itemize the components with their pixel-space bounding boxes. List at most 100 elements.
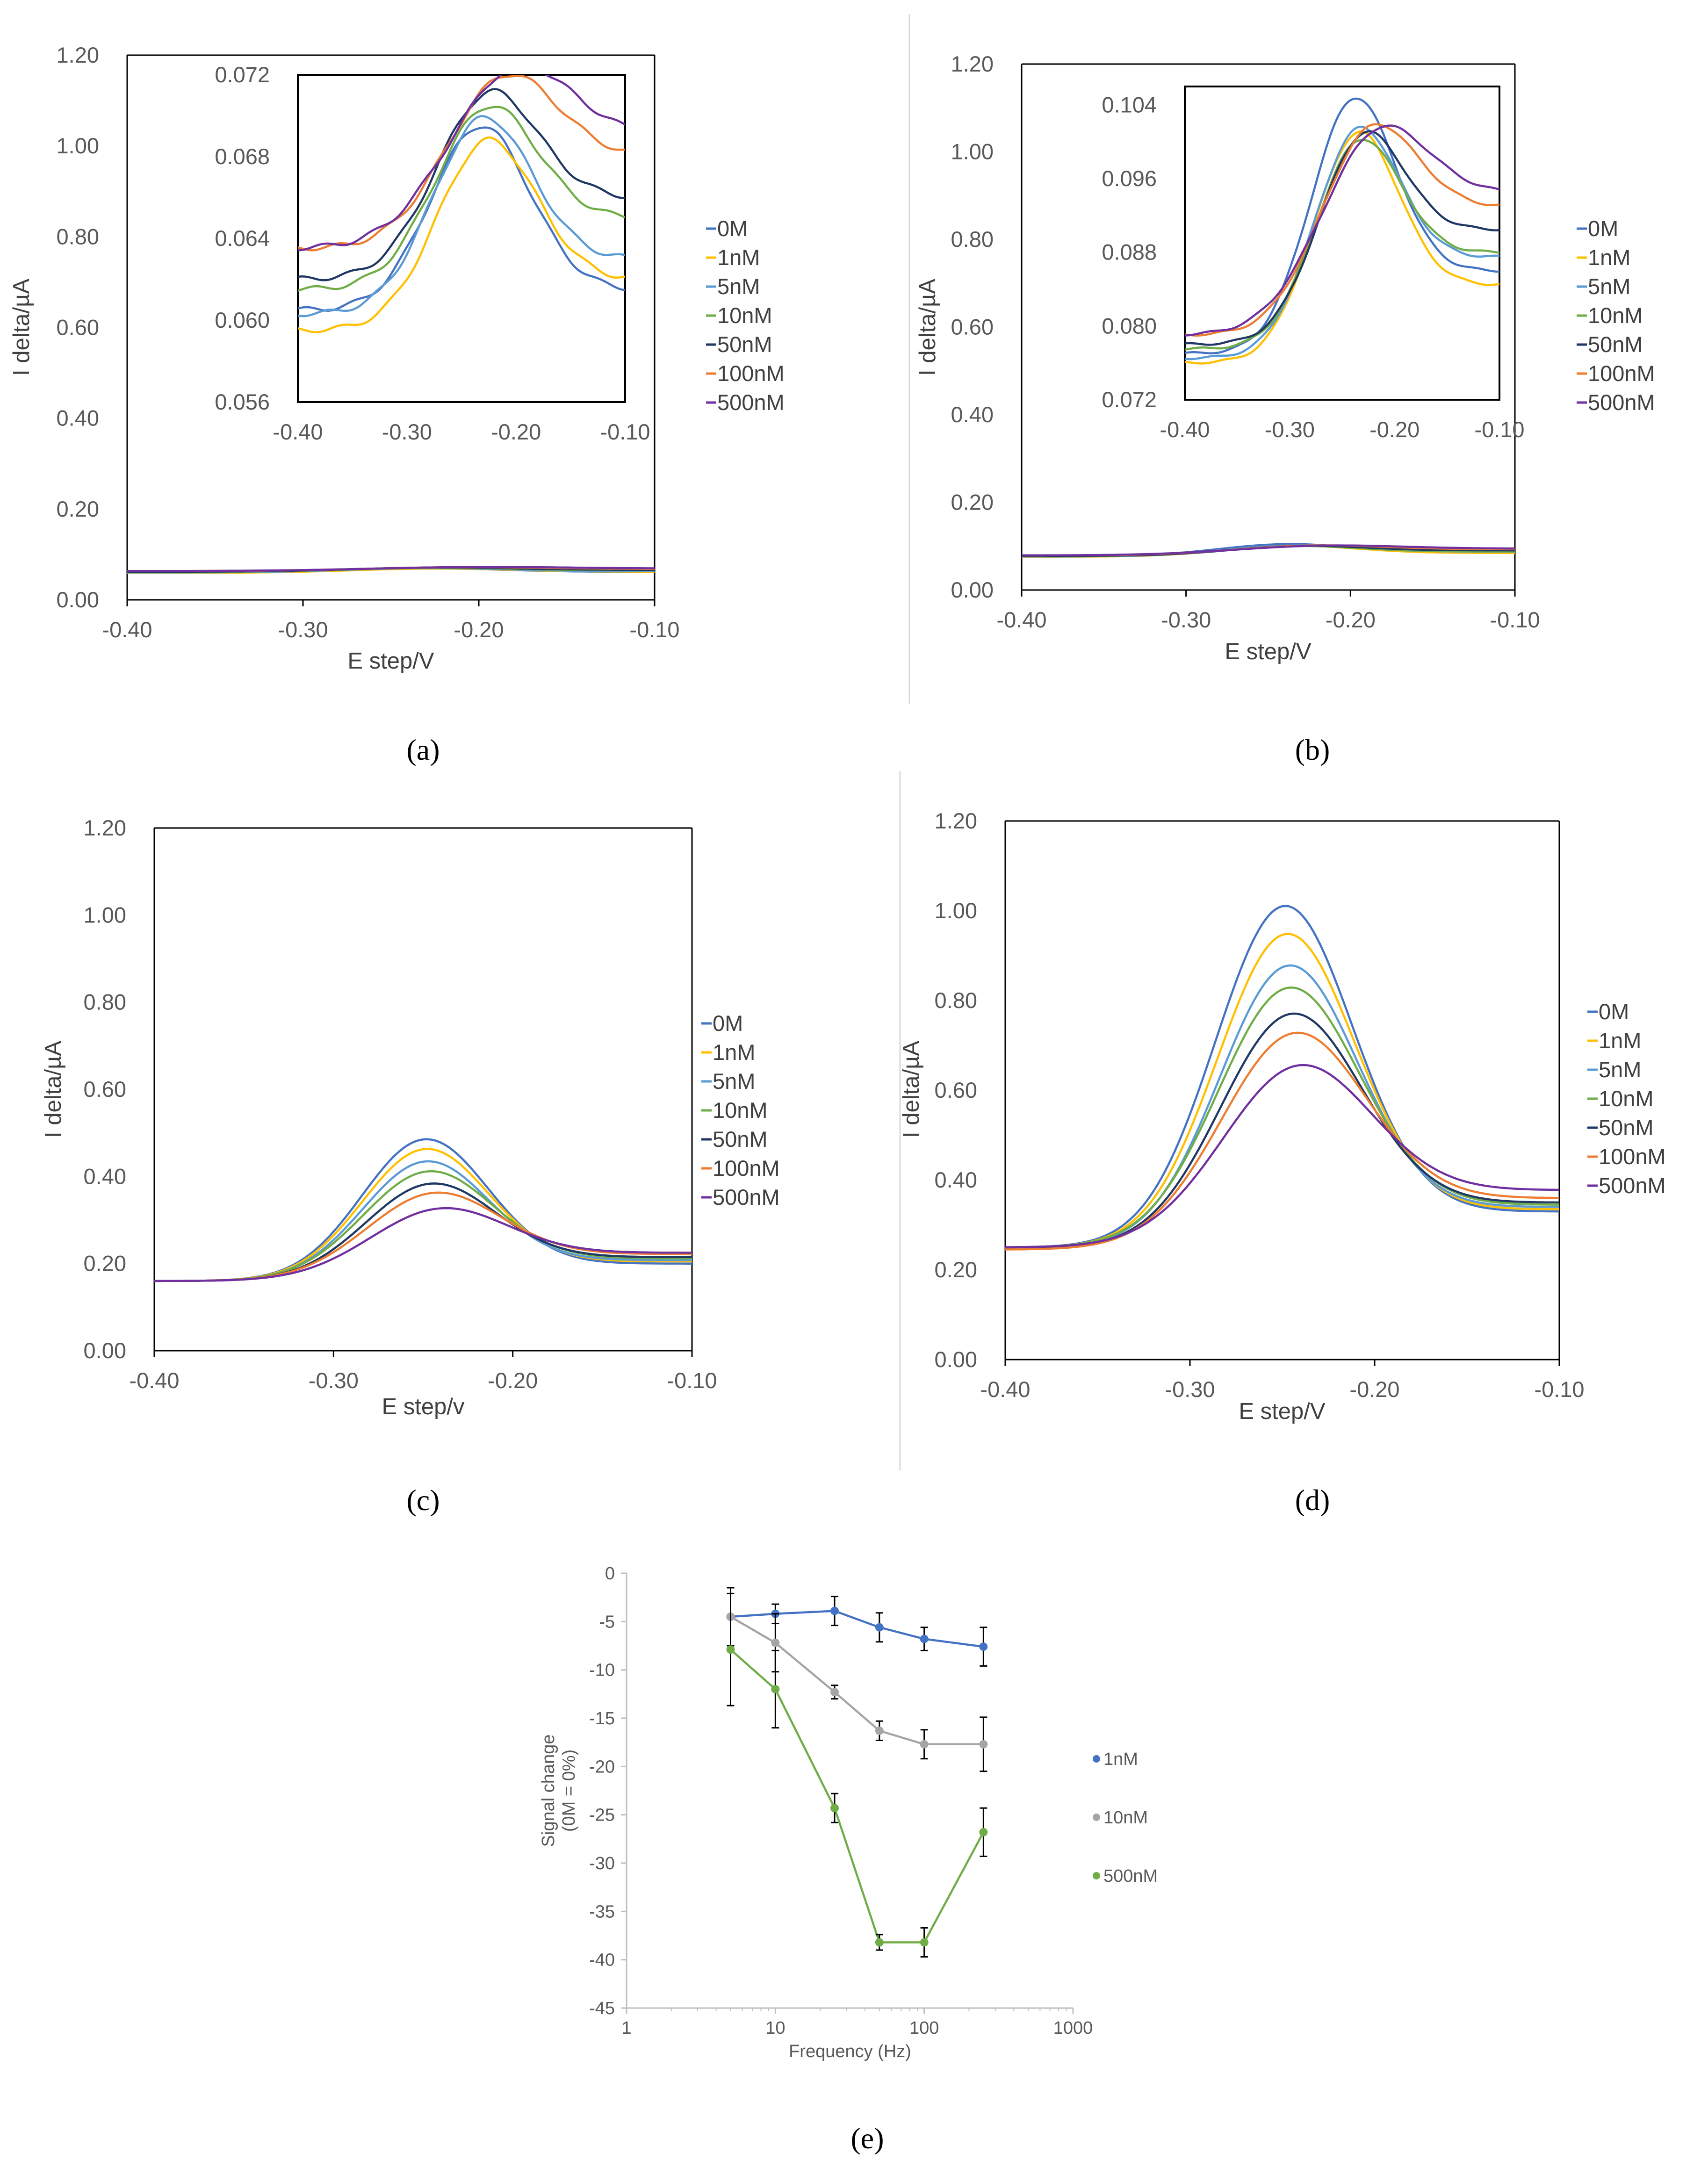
x-tick-label: -0.10 (667, 1368, 717, 1393)
legend-marker-10nM (1093, 1814, 1100, 1821)
y-tick-label: 1.00 (935, 898, 977, 923)
y-tick-label: -20 (589, 1757, 615, 1777)
legend-marker-500nM (1093, 1872, 1100, 1879)
legend: 1nM 10nM 500nM (1093, 1749, 1158, 1886)
y-tick-label: 0.00 (57, 587, 99, 612)
panel-label-a: (a) (406, 733, 440, 766)
x-tick-label: -0.40 (980, 1377, 1030, 1402)
inset-x-tick-label: -0.20 (1369, 417, 1420, 442)
y-tick-label: 1.20 (935, 808, 977, 833)
legend-item-10nM: 10nM (1599, 1086, 1654, 1111)
legend-item-0M: 0M (717, 216, 748, 241)
y-axis-title: I delta/µA (899, 1041, 924, 1138)
legend: 0M 1nM 5nM 10nM 50nM 100nM 500nM (1587, 999, 1666, 1198)
inset-frame (1184, 86, 1500, 401)
data-point (771, 1638, 780, 1647)
inset-x-tick-label: -0.40 (1160, 417, 1210, 442)
data-point (875, 1623, 884, 1632)
inset-series-line-50nM (298, 88, 625, 281)
data-point (830, 1688, 839, 1697)
x-tick-label: -0.30 (1165, 1377, 1215, 1402)
y-tick-label: -5 (599, 1612, 615, 1632)
series-line-10nM (730, 1616, 984, 1746)
inset-y-tick-label: 0.072 (215, 62, 270, 87)
x-tick-label: -0.40 (102, 617, 152, 642)
inset-series-line-5nM (298, 115, 625, 317)
x-axis-title: Frequency (Hz) (789, 2042, 911, 2061)
inset-series-line-500nM (1185, 124, 1499, 337)
series-10nM (726, 1587, 988, 1772)
inset-y-tick-label: 0.068 (215, 144, 270, 169)
series-line-0M (1005, 905, 1559, 1248)
legend-item-10nM: 10nM (1103, 1808, 1148, 1828)
legend-item-1nM: 1nM (1588, 245, 1630, 270)
y-tick-label: 0.60 (57, 315, 99, 340)
y-tick-label: 0.80 (935, 988, 977, 1013)
legend-item-50nM: 50nM (1599, 1115, 1654, 1140)
y-axis-title-line: (0M = 0%) (559, 1749, 579, 1832)
legend-item-500nM: 500nM (717, 390, 785, 415)
chart-panel-d: 0.00 0.20 0.40 0.60 0.80 1.00 1.20 -0.40 -0.30 -0… (899, 808, 1666, 1424)
series-line-100nM (1005, 1031, 1559, 1251)
y-tick-label: 0.40 (57, 406, 99, 431)
inset-series-line-1nM (1185, 130, 1499, 365)
legend-item-10nM: 10nM (717, 303, 772, 328)
inset-x-tick-label: -0.40 (273, 419, 323, 444)
y-axis-title: I delta/µA (915, 279, 940, 376)
legend-item-5nM: 5nM (1588, 274, 1630, 299)
y-tick-label: 1.20 (84, 815, 126, 840)
panel-label-e: (e) (850, 2122, 884, 2155)
inset-y-tick-label: 0.072 (1102, 387, 1157, 412)
inset-x-tick-label: -0.10 (1474, 417, 1524, 442)
legend-item-0M: 0M (1588, 216, 1618, 241)
y-tick-label: -45 (589, 1999, 615, 2018)
data-point (875, 1726, 884, 1735)
x-tick-label: -0.20 (1349, 1377, 1399, 1402)
y-tick-label: 0.20 (935, 1257, 977, 1282)
x-axis-title: E step/V (1239, 1399, 1326, 1424)
y-tick-label: 0.80 (951, 227, 994, 252)
series-line-500nM (1005, 1064, 1560, 1248)
y-tick-label: 0.60 (951, 315, 994, 339)
x-tick-label: -0.10 (1534, 1377, 1584, 1402)
y-tick-label: -25 (589, 1806, 615, 1825)
legend-item-100nM: 100nM (1588, 361, 1655, 386)
legend-item-50nM: 50nM (713, 1127, 768, 1152)
inset-series-line-50nM (1185, 130, 1499, 346)
legend-item-5nM: 5nM (713, 1069, 755, 1094)
data-point (771, 1685, 780, 1693)
y-tick-label: -40 (589, 1951, 615, 1970)
data-point (726, 1645, 735, 1654)
legend-item-500nM: 500nM (1599, 1173, 1666, 1198)
inset-x-tick-label: -0.30 (1265, 417, 1315, 442)
y-axis-title: I delta/µA (41, 1041, 66, 1138)
y-tick-label: 1.00 (84, 902, 126, 927)
legend-item-1nM: 1nM (1103, 1749, 1138, 1769)
x-tick-label: -0.30 (309, 1368, 359, 1393)
inset-x-tick-label: -0.10 (600, 419, 650, 444)
x-tick-label: 1 (621, 2018, 631, 2038)
x-tick-label: -0.30 (278, 617, 328, 642)
legend-item-500nM: 500nM (1103, 1866, 1158, 1886)
legend-item-1nM: 1nM (1599, 1028, 1641, 1053)
y-axis-title: I delta/µA (9, 279, 34, 376)
y-tick-label: 0.40 (935, 1167, 977, 1192)
y-tick-label: 0.20 (57, 497, 99, 521)
legend-item-100nM: 100nM (1599, 1144, 1666, 1169)
legend-item-100nM: 100nM (717, 361, 785, 386)
series-line-1nM (730, 1610, 984, 1648)
legend-item-10nM: 10nM (1588, 303, 1643, 328)
x-tick-label: -0.10 (629, 617, 679, 642)
y-axis-title: Signal change(0M = 0%) (539, 1735, 579, 1847)
y-tick-label: -30 (589, 1854, 615, 1873)
x-tick-label: -0.40 (996, 607, 1046, 632)
data-point (920, 1634, 929, 1643)
inset-y-tick-label: 0.096 (1102, 166, 1157, 191)
x-tick-label: -0.40 (129, 1368, 179, 1393)
legend-item-10nM: 10nM (713, 1098, 768, 1123)
x-axis-title: E step/V (1225, 639, 1312, 664)
y-tick-label: 1.20 (57, 43, 99, 67)
legend-item-0M: 0M (713, 1011, 743, 1036)
series-line-500nM (730, 1649, 985, 1944)
y-tick-label: 0.80 (84, 990, 126, 1015)
